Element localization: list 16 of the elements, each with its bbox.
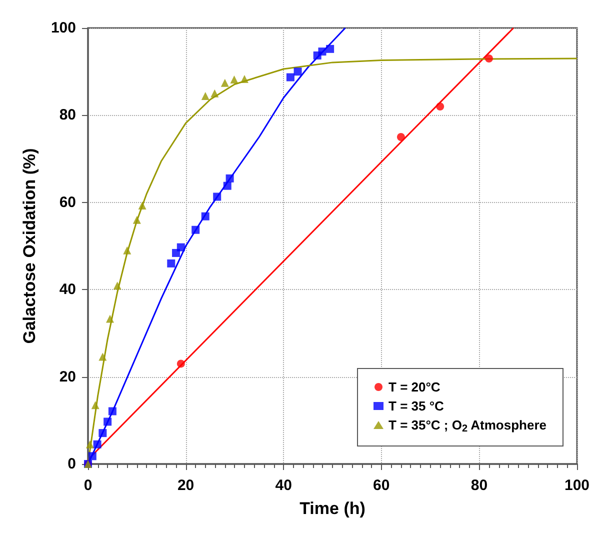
x-axis-title: Time (h) xyxy=(300,499,366,518)
y-tick-label: 80 xyxy=(59,106,76,124)
x-tick-label: 80 xyxy=(470,477,488,494)
y-tick-label: 20 xyxy=(59,368,76,386)
y-tick-label: 40 xyxy=(59,281,76,298)
x-tick-label: 60 xyxy=(373,477,390,494)
legend-label: T = 35 °C xyxy=(388,398,445,414)
x-tick-label: 0 xyxy=(84,477,92,494)
y-axis-title: Galactose Oxidation (%) xyxy=(20,148,39,344)
x-tick-label: 20 xyxy=(177,477,194,494)
legend-label: T = 20°C xyxy=(388,380,441,394)
x-tick-label: 40 xyxy=(275,477,292,494)
y-tick-label: 60 xyxy=(59,194,76,211)
y-tick-label: 100 xyxy=(50,20,76,36)
y-tick-label: 0 xyxy=(68,456,76,472)
x-tick-label: 100 xyxy=(564,477,590,494)
